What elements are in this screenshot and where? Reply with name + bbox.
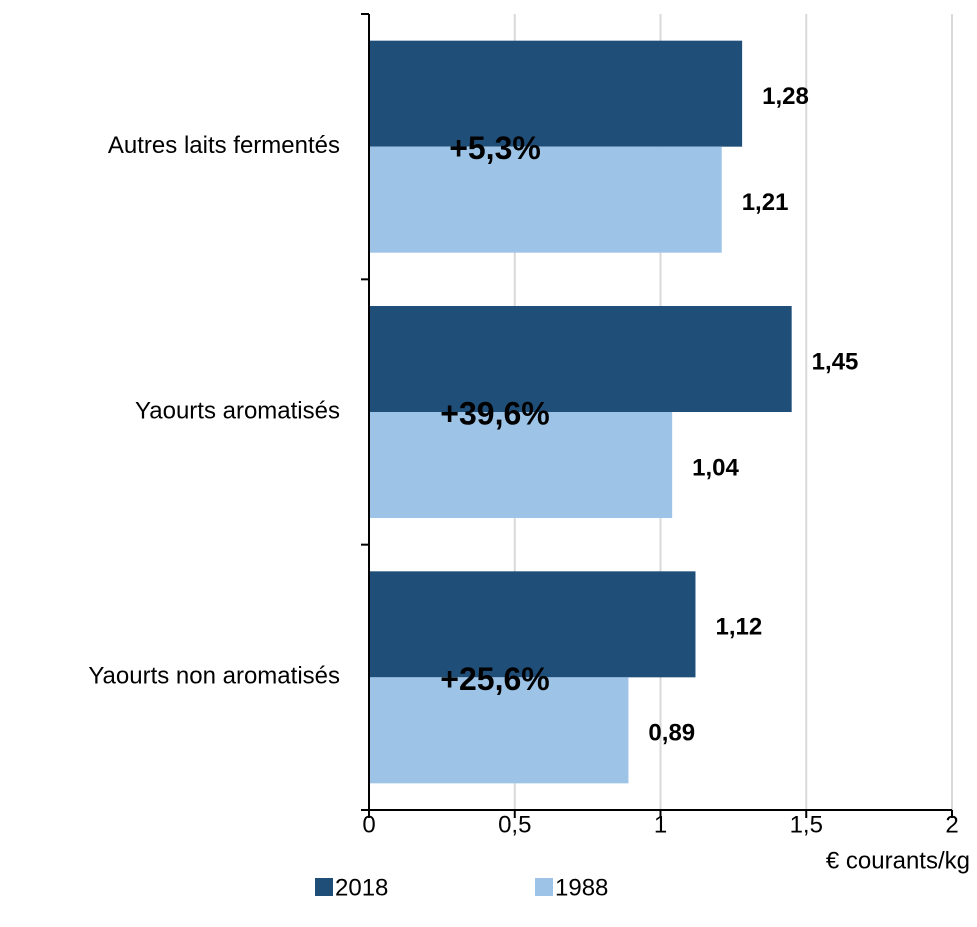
category-label: Yaourts non aromatisés (88, 663, 340, 690)
bar (369, 306, 792, 412)
legend-label: 2018 (335, 874, 388, 901)
legend-label: 1988 (555, 874, 608, 901)
category-label: Yaourts aromatisés (135, 397, 340, 424)
legend-swatch (535, 878, 553, 896)
value-label: 1,12 (715, 614, 762, 641)
value-label: 1,04 (692, 454, 739, 481)
bar (369, 146, 722, 253)
bar (369, 677, 629, 784)
value-label: 0,89 (648, 720, 695, 747)
x-tick-label: 1,5 (790, 811, 823, 838)
value-label: 1,28 (762, 83, 809, 110)
x-tick-label: 1 (654, 811, 667, 838)
annotation: +5,3% (449, 130, 541, 166)
bar (369, 412, 673, 518)
x-tick-label: 2 (945, 811, 958, 838)
value-label: 1,21 (742, 189, 789, 216)
value-label: 1,45 (812, 348, 859, 375)
x-tick-label: 0 (362, 811, 375, 838)
bar (369, 571, 696, 678)
category-label: Autres laits fermentés (108, 132, 340, 159)
x-axis-label: € courants/kg (826, 847, 970, 874)
bar (369, 40, 743, 147)
legend-swatch (315, 878, 333, 896)
annotation: +39,6% (440, 395, 549, 431)
x-tick-label: 0,5 (498, 811, 531, 838)
annotation: +25,6% (440, 661, 549, 697)
